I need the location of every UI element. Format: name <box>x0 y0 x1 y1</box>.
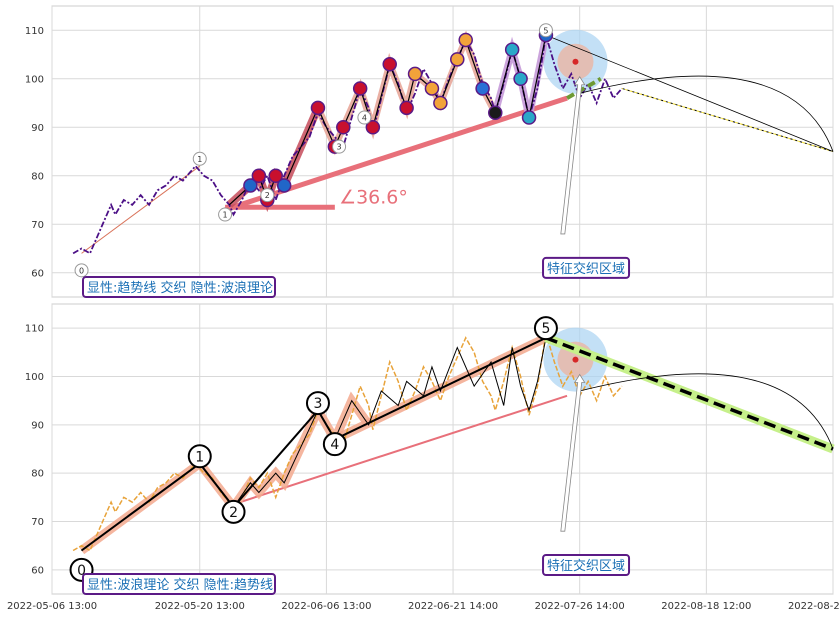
wave-zig-line <box>81 337 547 551</box>
wave-node-marker <box>513 71 528 86</box>
wave-node-marker <box>276 178 292 193</box>
wave-hollow-label: 4 <box>362 114 367 123</box>
green-dash-segment <box>566 77 602 100</box>
wave-number-marker <box>533 316 558 341</box>
region-label: 特征交织区域 <box>547 558 625 574</box>
wave-number-label: 5 <box>541 321 550 337</box>
wave-hollow-label: 0 <box>79 266 84 275</box>
y-tick-label: 70 <box>31 517 44 528</box>
x-tick-label: 2022-06-06 13:00 <box>281 601 371 612</box>
initial-trend-line <box>81 165 201 254</box>
wave-number-marker <box>322 432 347 457</box>
wave-node-marker <box>433 95 448 111</box>
legend-box <box>82 276 276 298</box>
y-tick-label: 80 <box>31 171 44 182</box>
wave-hollow-label: 3 <box>337 143 342 152</box>
wave-node-marker <box>424 81 440 96</box>
wave-node-marker <box>251 168 267 183</box>
upper-resistance-line <box>545 34 834 152</box>
projection-arc <box>579 373 834 450</box>
wave-number-label: 3 <box>314 396 323 412</box>
wave-node-marker <box>399 100 414 116</box>
y-tick-label: 60 <box>31 268 44 279</box>
x-tick-label: 2022-08-18 12:00 <box>661 601 751 612</box>
y-tick-label: 80 <box>31 469 44 480</box>
y-tick-label: 60 <box>31 565 44 576</box>
wave-hollow-marker <box>332 139 347 154</box>
legend-text: 显性:波浪理论 交织 隐性:趋势线 <box>87 577 273 593</box>
y-tick-label: 90 <box>31 420 44 431</box>
wave-hollow-label: 5 <box>543 26 548 35</box>
wave-node-marker <box>365 120 381 135</box>
wave-number-marker <box>187 444 212 469</box>
forecast-dashed-line <box>545 336 834 451</box>
region-label-box <box>542 256 631 279</box>
x-tick-label: 2022-08-29 13:00 <box>788 601 839 612</box>
wave-hollow-label: 2 <box>265 191 270 200</box>
wave-hollow-label: 1 <box>197 155 202 164</box>
x-tick-label: 2022-07-26 14:00 <box>535 601 625 612</box>
y-tick-label: 70 <box>31 220 44 231</box>
y-tick-label: 100 <box>25 74 44 85</box>
wave-number-label: 0 <box>77 563 86 579</box>
wave-node-marker <box>352 81 368 96</box>
wave-node-marker <box>382 56 397 72</box>
wave-node-marker <box>268 168 283 183</box>
wave-number-label: 1 <box>195 449 204 465</box>
wave-hollow-marker <box>538 23 553 38</box>
panel-bottom: 60 70 80 90 100 110 2022-05-06 13:00 2022-05-20… <box>7 303 839 612</box>
region-arrow <box>560 75 586 235</box>
wave-number-marker <box>305 391 330 416</box>
wave-node-marker <box>310 100 326 116</box>
wave-hollow-label: 1 <box>223 211 228 220</box>
wave-node-marker <box>504 42 520 57</box>
legend-box <box>82 573 276 595</box>
wave-node-marker <box>450 52 465 67</box>
region-center-dot <box>572 356 579 363</box>
x-tick-label: 2022-05-20 13:00 <box>155 601 245 612</box>
region-label: 特征交织区域 <box>547 261 625 277</box>
wave-node-marker <box>475 81 490 96</box>
wave-number-marker <box>221 499 246 524</box>
primary-wave-line <box>80 336 547 552</box>
angle-label: ∠36.6° <box>339 186 408 208</box>
x-tick-label: 2022-06-21 14:00 <box>408 601 498 612</box>
wave-hollow-marker <box>260 188 275 203</box>
forecast-dashed-yellow <box>621 87 834 152</box>
wave-node-marker <box>407 66 423 82</box>
wave-node-marker <box>521 110 537 125</box>
region-center-dot <box>572 58 579 65</box>
support-trend-line <box>224 394 568 508</box>
x-tick-label: 2022-05-06 13:00 <box>7 601 97 612</box>
wave-node-marker <box>488 105 503 120</box>
wave-node-marker <box>336 120 351 135</box>
region-label-box <box>542 554 631 576</box>
wave-node-marker <box>458 32 473 48</box>
wave-hollow-marker <box>218 207 233 222</box>
wave-number-label: 2 <box>229 505 238 521</box>
y-tick-label: 110 <box>25 26 44 37</box>
legend-text: 显性:趋势线 交织 隐性:波浪理论 <box>87 280 273 296</box>
wave-number-label: 4 <box>330 437 339 453</box>
panel-top: 60 70 80 90 100 110 ∠36.6° 1 0 1 2 3 4 5 特征交织区域显性:趋势线 … <box>25 5 834 298</box>
plot-frame <box>51 5 834 298</box>
region-arrow <box>560 373 586 532</box>
wave-hollow-marker <box>357 110 372 125</box>
y-tick-label: 100 <box>25 372 44 383</box>
wave-hollow-marker <box>74 263 89 278</box>
projection-arc <box>579 75 834 152</box>
y-tick-label: 110 <box>25 324 44 335</box>
plot-frame <box>51 303 834 595</box>
wave-node-marker <box>243 178 258 193</box>
y-tick-label: 90 <box>31 123 44 134</box>
wave-hollow-marker <box>192 151 207 166</box>
